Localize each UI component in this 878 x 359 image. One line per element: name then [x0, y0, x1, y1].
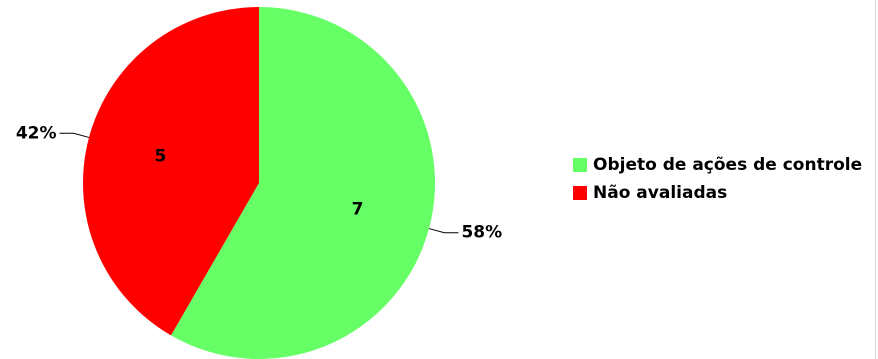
slice-value-label-objeto: 7: [352, 199, 364, 219]
chart-legend: Objeto de ações de controle Não avaliada…: [573, 154, 862, 210]
leader-line-nao-avaliadas: [59, 132, 90, 138]
legend-item-nao-avaliadas: Não avaliadas: [573, 182, 862, 204]
legend-label-objeto: Objeto de ações de controle: [593, 155, 863, 175]
leader-line-objeto: [428, 228, 459, 234]
slice-percent-label-objeto: 58%: [461, 223, 502, 243]
legend-item-objeto: Objeto de ações de controle: [573, 154, 862, 176]
slice-percent-label-nao-avaliadas: 42%: [16, 123, 57, 143]
legend-swatch-objeto: [573, 158, 587, 172]
pie-slice-nao-avaliadas: [83, 7, 259, 336]
slice-value-label-nao-avaliadas: 5: [154, 147, 166, 167]
chart-border: [875, 0, 876, 359]
legend-label-nao-avaliadas: Não avaliadas: [593, 183, 728, 203]
legend-swatch-nao-avaliadas: [573, 186, 587, 200]
pie-slice-objeto: [171, 7, 435, 359]
